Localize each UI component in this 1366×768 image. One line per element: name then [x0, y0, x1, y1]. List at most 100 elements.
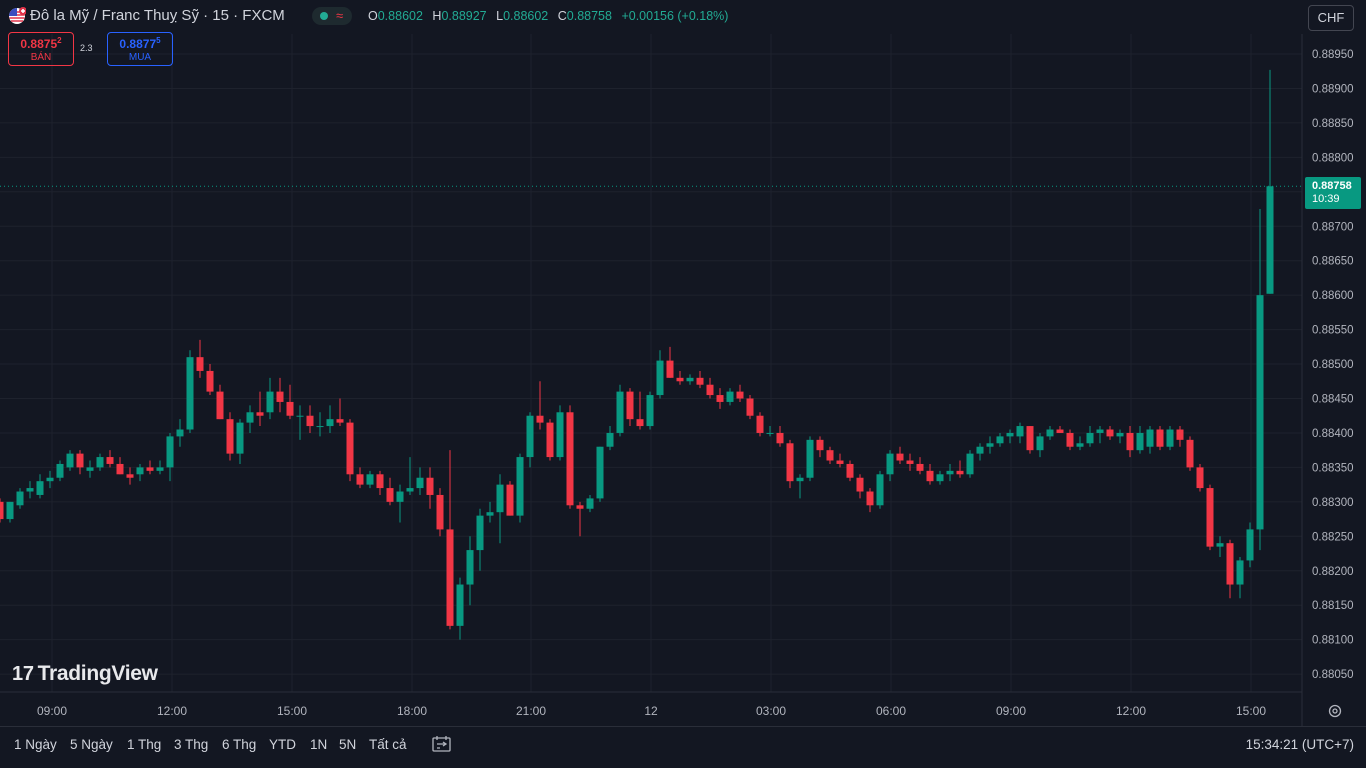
y-tick-label: 0.88350	[1312, 462, 1354, 474]
candle-body	[826, 450, 834, 461]
candle-body	[966, 453, 974, 475]
wave-icon: ≈	[336, 8, 344, 23]
y-tick-label: 0.88700	[1312, 221, 1354, 233]
candle-body	[556, 412, 564, 458]
candle-body	[716, 395, 724, 402]
candle-body	[446, 529, 454, 626]
currency-button[interactable]: CHF	[1308, 5, 1354, 31]
y-tick-label: 0.88150	[1312, 600, 1354, 612]
y-tick-label: 0.88600	[1312, 290, 1354, 302]
candle-body	[266, 391, 274, 413]
symbol-title[interactable]: Đô la Mỹ / Franc Thuỵ Sỹ · 15 · FXCM	[30, 7, 285, 24]
buy-button[interactable]: 0.88775 MUA	[107, 32, 173, 66]
range-button[interactable]: 3 Thg	[174, 737, 209, 752]
y-tick-label: 0.88200	[1312, 566, 1354, 578]
candle-body	[1126, 432, 1134, 451]
gear-icon[interactable]	[1327, 703, 1343, 719]
candle-body	[796, 477, 804, 482]
candle-body	[16, 491, 24, 506]
candle-body	[176, 429, 184, 437]
candle-body	[1146, 429, 1154, 447]
candle-body	[456, 584, 464, 626]
range-button[interactable]: 1N	[310, 737, 328, 752]
candle-body	[256, 412, 264, 416]
range-button[interactable]: Tất cả	[369, 737, 407, 752]
candle-body	[86, 467, 94, 471]
candle-body	[1016, 426, 1024, 437]
buy-label: MUA	[128, 52, 152, 63]
change-value: +0.00156 (+0.18%)	[621, 9, 729, 23]
us-flag-icon	[9, 7, 26, 24]
candle-body	[1066, 432, 1074, 447]
candle-body	[126, 474, 134, 478]
sell-price: 0.88752	[20, 36, 62, 51]
candle-body	[6, 501, 14, 520]
x-tick-label: 09:00	[37, 704, 67, 718]
low-value: 0.88602	[503, 9, 549, 23]
range-button[interactable]: 1 Thg	[127, 737, 162, 752]
candle-body	[536, 415, 544, 423]
candle-body	[786, 443, 794, 482]
candle-body	[306, 415, 314, 427]
x-tick-label: 06:00	[876, 704, 906, 718]
candle-body	[726, 391, 734, 402]
spread-value: 2.3	[80, 43, 93, 53]
range-button[interactable]: 5 Ngày	[70, 737, 113, 752]
candle-body	[1226, 543, 1234, 585]
candle-body	[336, 419, 344, 423]
tv-logo-icon: 17	[12, 663, 34, 685]
y-tick-label: 0.88850	[1312, 118, 1354, 130]
y-tick-label: 0.88450	[1312, 394, 1354, 406]
close-value: 0.88758	[566, 9, 612, 23]
candle-body	[286, 401, 294, 416]
candle-body	[136, 467, 144, 475]
candlestick-chart[interactable]: 0.889500.889000.888500.888000.887500.887…	[0, 0, 1366, 726]
sell-button[interactable]: 0.88752 BÁN	[8, 32, 74, 66]
candle-body	[396, 491, 404, 502]
candle-body	[146, 467, 154, 471]
x-tick-label: 03:00	[756, 704, 786, 718]
range-button[interactable]: 6 Thg	[222, 737, 257, 752]
sell-label: BÁN	[30, 52, 52, 63]
candle-body	[606, 432, 614, 447]
candle-body	[546, 422, 554, 458]
candle-body	[656, 360, 664, 396]
candle-body	[506, 484, 514, 516]
candle-body	[466, 550, 474, 585]
candle-body	[996, 436, 1004, 444]
candle-body	[1076, 443, 1084, 447]
y-tick-label: 0.88500	[1312, 359, 1354, 371]
candle-body	[616, 391, 624, 433]
compare-range-icon[interactable]	[431, 735, 453, 753]
candle-body	[56, 463, 64, 478]
candle-body	[936, 474, 944, 482]
candle-body	[906, 460, 914, 464]
y-tick-label: 0.88050	[1312, 669, 1354, 681]
candle-body	[646, 395, 654, 427]
ohlc-legend: O0.88602 H0.88927 L0.88602 C0.88758 +0.0…	[368, 9, 734, 23]
range-button[interactable]: YTD	[269, 737, 296, 752]
x-tick-label: 12:00	[157, 704, 187, 718]
candle-body	[1176, 429, 1184, 440]
candle-body	[416, 477, 424, 489]
candle-body	[106, 457, 114, 464]
candle-body	[476, 515, 484, 551]
candle-body	[1136, 432, 1144, 451]
low-label: L	[496, 9, 504, 23]
candle-body	[1086, 432, 1094, 444]
close-label: C	[557, 9, 567, 23]
candle-body	[946, 470, 954, 475]
candle-body	[806, 439, 814, 478]
candle-body	[196, 357, 204, 371]
candle-body	[316, 426, 324, 428]
candle-body	[916, 463, 924, 471]
market-status[interactable]: ≈	[312, 7, 352, 25]
range-button[interactable]: 5N	[339, 737, 357, 752]
range-button[interactable]: 1 Ngày	[14, 737, 57, 752]
candle-body	[346, 422, 354, 475]
candle-body	[386, 488, 394, 502]
candle-body	[1006, 432, 1014, 437]
clock-timezone[interactable]: 15:34:21 (UTC+7)	[1245, 737, 1354, 752]
tradingview-logo[interactable]: 17 TradingView	[12, 662, 158, 685]
high-value: 0.88927	[441, 9, 487, 23]
